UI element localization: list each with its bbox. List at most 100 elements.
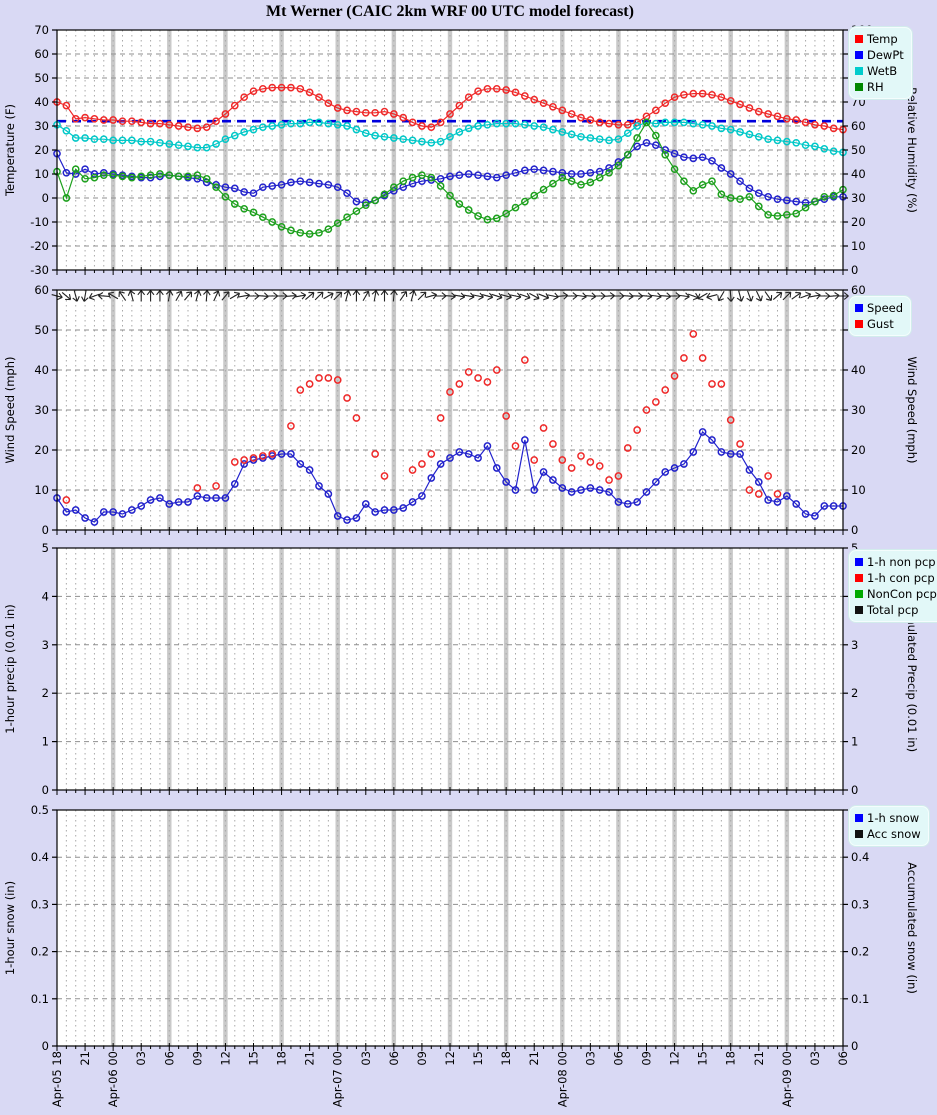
wind-barb-icon xyxy=(127,290,136,302)
y-tick-label: 0.1 xyxy=(851,992,869,1006)
x-axis-labels: Apr-05 18 21 Apr-06 00 03 06 09 12 15 18 21 Apr-07… xyxy=(50,1051,850,1107)
wind-barb-icon xyxy=(97,292,110,300)
legend-item-wetb: WetB xyxy=(855,63,904,79)
legend-label: 1-h con pcp xyxy=(867,570,935,585)
x-tick-label: 18 xyxy=(275,1051,289,1066)
wind-barb-icon xyxy=(529,292,540,301)
y-tick-label: 0.1 xyxy=(31,992,49,1006)
x-tick-label: 09 xyxy=(190,1051,204,1066)
legend-item-total-pcp: Total pcp xyxy=(855,602,937,618)
y-tick-label: 40 xyxy=(34,95,49,109)
x-tick-label: 18 xyxy=(499,1051,513,1066)
left-axis-label: 1-hour snow (in) xyxy=(3,881,17,975)
left-axis-label: 1-hour precip (0.01 in) xyxy=(3,604,17,734)
wind-barb-icon xyxy=(194,290,202,302)
left-axis-label: Wind Speed (mph) xyxy=(3,356,17,463)
x-tick-label: 21 xyxy=(752,1051,766,1066)
y-tick-label: 40 xyxy=(34,363,49,377)
x-tick-label: 06 xyxy=(162,1051,176,1066)
legend-snow: 1-h snow Acc snow xyxy=(849,806,929,846)
y-tick-label: 20 xyxy=(851,215,866,229)
y-tick-label: 3 xyxy=(851,638,858,652)
y-tick-label: 0 xyxy=(42,1039,49,1053)
y-tick-label: 50 xyxy=(851,143,866,157)
wind-barb-icon xyxy=(213,290,221,302)
legend-item-gust: Gust xyxy=(855,316,903,332)
y-tick-label: 30 xyxy=(851,191,866,205)
series-rh xyxy=(53,118,847,238)
x-tick-label: 18 xyxy=(724,1051,738,1066)
y-tick-label: 4 xyxy=(42,589,49,603)
y-tick-label: 50 xyxy=(34,71,49,85)
series-speed xyxy=(53,428,847,526)
y-tick-label: 60 xyxy=(34,47,49,61)
wind-barb-icon xyxy=(425,291,438,300)
x-tick-label: 03 xyxy=(359,1051,373,1066)
wind-barb-icon xyxy=(165,290,174,302)
wind-barb-icon xyxy=(285,292,297,300)
legend-swatch-icon xyxy=(855,830,863,838)
wind-barb-icon xyxy=(352,290,361,302)
y-tick-label: 60 xyxy=(851,119,866,133)
wind-barb-icon xyxy=(380,290,389,302)
wind-barb-icon xyxy=(727,290,735,302)
legend-item-noncon-pcp: NonCon pcp xyxy=(855,586,937,602)
x-tick-label: 06 xyxy=(836,1051,850,1066)
wind-barb-icon xyxy=(137,290,146,302)
legend-swatch-icon xyxy=(855,558,863,566)
x-tick-label: 03 xyxy=(808,1051,822,1066)
y-tick-label: 0.2 xyxy=(851,945,869,959)
wind-barb-icon xyxy=(371,290,380,302)
panel-wind: 60504030201006050403020100Wind Speed (mp… xyxy=(3,283,919,537)
legend-label: NonCon pcp xyxy=(867,586,937,601)
y-tick-label: 3 xyxy=(42,638,49,652)
wind-barb-icon xyxy=(399,290,408,301)
x-tick-label: 12 xyxy=(443,1051,457,1066)
y-tick-label: 0.2 xyxy=(31,945,49,959)
wind-barb-icon xyxy=(472,292,484,301)
y-tick-label: 2 xyxy=(851,686,858,700)
right-axis-label: Accumulated Precip (0.01 in) xyxy=(905,586,919,752)
y-tick-label: 0.3 xyxy=(851,897,869,911)
y-tick-label: 30 xyxy=(34,119,49,133)
wind-barb-icon xyxy=(323,291,334,300)
x-tick-label: Apr-08 00 xyxy=(555,1051,569,1107)
y-tick-label: 0 xyxy=(851,783,858,797)
wind-barb-icon xyxy=(678,292,690,301)
wind-barb-icon xyxy=(343,290,352,302)
wind-barb-icon xyxy=(305,291,315,300)
x-tick-label: 06 xyxy=(387,1051,401,1066)
wind-barb-icon xyxy=(500,292,512,301)
wind-barb-icon xyxy=(491,292,503,301)
legend-item-acc-snow: Acc snow xyxy=(855,826,921,842)
legend-swatch-icon xyxy=(855,590,863,598)
y-tick-label: 0 xyxy=(851,263,858,277)
legend-swatch-icon xyxy=(855,606,863,614)
x-tick-label: 03 xyxy=(134,1051,148,1066)
legend-swatch-icon xyxy=(855,51,863,59)
y-tick-label: 20 xyxy=(34,143,49,157)
wind-barb-icon xyxy=(314,291,324,301)
y-tick-label: 0.3 xyxy=(31,897,49,911)
x-tick-label: 12 xyxy=(218,1051,232,1066)
wind-barb-icon xyxy=(463,292,475,301)
legend-item-1-h-con-pcp: 1-h con pcp xyxy=(855,570,937,586)
y-tick-label: 0 xyxy=(851,1039,858,1053)
y-tick-label: 10 xyxy=(851,239,866,253)
y-tick-label: 70 xyxy=(34,23,49,37)
y-tick-label: 0 xyxy=(42,191,49,205)
wind-barb-icon xyxy=(203,290,211,302)
y-tick-label: 0 xyxy=(42,523,49,537)
legend-swatch-icon xyxy=(855,67,863,75)
x-tick-label: 03 xyxy=(583,1051,597,1066)
y-tick-label: 50 xyxy=(34,323,49,337)
x-tick-label: Apr-07 00 xyxy=(331,1051,345,1107)
y-tick-label: 0.4 xyxy=(851,850,869,864)
wind-barb-icon xyxy=(697,292,708,301)
legend-label: Gust xyxy=(867,316,894,331)
legend-label: DewPt xyxy=(867,47,904,62)
x-tick-label: 21 xyxy=(303,1051,317,1066)
y-tick-label: 5 xyxy=(851,541,858,555)
wind-barb-icon xyxy=(146,290,155,302)
